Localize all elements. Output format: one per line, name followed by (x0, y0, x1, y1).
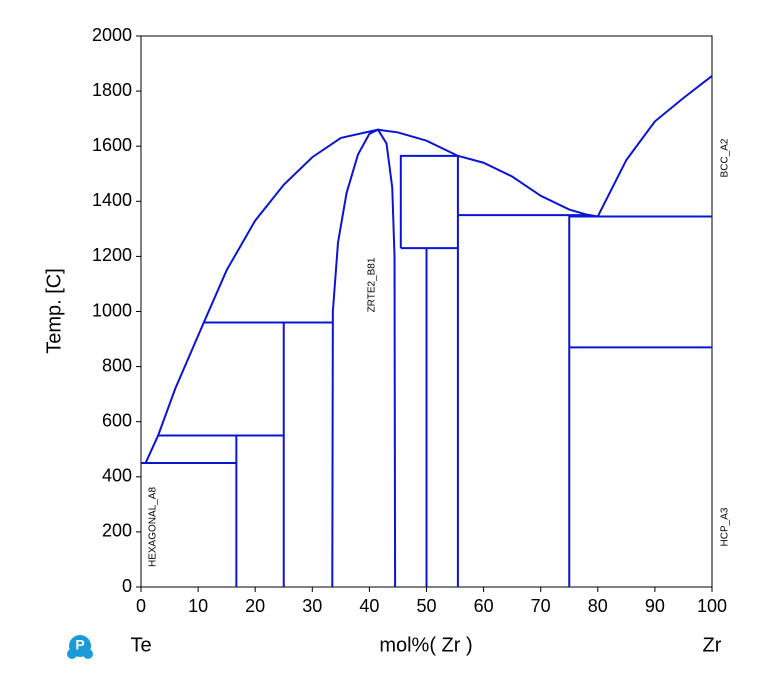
y-tick-label: 1800 (92, 80, 132, 100)
x-left-label: Te (130, 634, 151, 656)
phase-boundary (399, 154, 458, 249)
phase-label: ZRTE2_B81 (367, 257, 378, 312)
x-tick-label: 60 (474, 596, 494, 616)
y-tick-label: 1200 (92, 245, 132, 265)
y-axis-label: Temp. [C] (43, 268, 65, 354)
y-tick-label: 800 (102, 355, 132, 375)
x-tick-label: 100 (697, 596, 727, 616)
phase-boundary (596, 75, 713, 217)
x-right-label: Zr (703, 634, 722, 656)
x-tick-label: 70 (531, 596, 551, 616)
phase-label: HEXAGONAL_A8 (148, 487, 159, 567)
x-tick-label: 10 (188, 596, 208, 616)
x-tick-label: 40 (359, 596, 379, 616)
y-tick-label: 1600 (92, 135, 132, 155)
phase-label: HCP_A3 (720, 507, 731, 546)
y-tick-label: 1000 (92, 300, 132, 320)
x-tick-label: 30 (302, 596, 322, 616)
x-tick-label: 20 (245, 596, 265, 616)
logo: P (67, 635, 93, 659)
x-tick-label: 50 (416, 596, 436, 616)
x-tick-label: 90 (645, 596, 665, 616)
x-tick-label: 0 (136, 596, 146, 616)
svg-text:P: P (75, 637, 84, 653)
y-tick-label: 2000 (92, 25, 132, 45)
y-tick-label: 0 (122, 576, 132, 596)
y-tick-label: 400 (102, 466, 132, 486)
x-axis-label: mol%( Zr ) (379, 634, 472, 656)
y-tick-label: 200 (102, 521, 132, 541)
y-tick-label: 1400 (92, 190, 132, 210)
x-tick-label: 80 (588, 596, 608, 616)
phase-boundary (331, 128, 397, 588)
phase-label: BCC_A2 (720, 138, 731, 177)
y-tick-label: 600 (102, 410, 132, 430)
